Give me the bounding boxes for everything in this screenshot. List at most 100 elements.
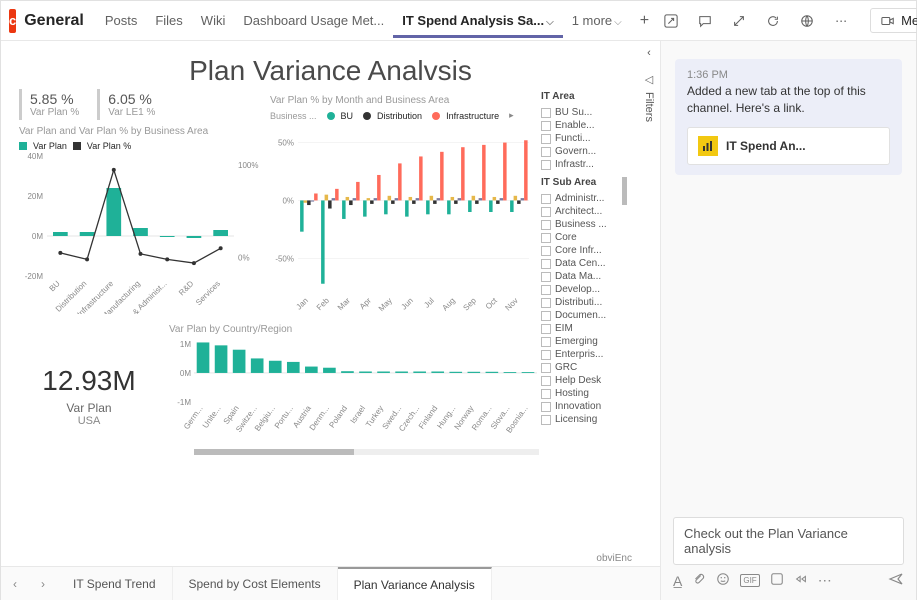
svg-text:-20M: -20M — [25, 272, 44, 281]
tab-next-icon[interactable]: › — [29, 567, 57, 600]
gif-icon[interactable]: GIF — [740, 574, 759, 587]
filter-item[interactable]: Govern... — [541, 145, 627, 158]
checkbox-icon[interactable] — [541, 389, 551, 399]
scrollbar-thumb[interactable] — [622, 177, 627, 205]
stream-icon[interactable] — [794, 572, 808, 589]
checkbox-icon[interactable] — [541, 363, 551, 373]
globe-icon[interactable] — [794, 8, 820, 34]
filter-item-label: Business ... — [555, 219, 607, 230]
chevron-down-icon[interactable]: ⌵ — [546, 17, 554, 28]
filter-item[interactable]: Infrastr... — [541, 158, 627, 171]
svg-text:40M: 40M — [27, 152, 43, 161]
checkbox-icon[interactable] — [541, 194, 551, 204]
app-icon[interactable] — [658, 8, 684, 34]
emoji-icon[interactable] — [716, 572, 730, 589]
checkbox-icon[interactable] — [541, 246, 551, 256]
checkbox-icon[interactable] — [541, 350, 551, 360]
tab-files[interactable]: Files — [146, 3, 191, 38]
legend-more-icon[interactable]: ▸ — [509, 110, 514, 121]
checkbox-icon[interactable] — [541, 134, 551, 144]
legend-label: Var Plan — [33, 141, 67, 151]
meet-button[interactable]: Meet — [870, 8, 917, 33]
svg-text:Jan: Jan — [294, 296, 309, 311]
checkbox-icon[interactable] — [541, 121, 551, 131]
scrollbar-thumb[interactable] — [194, 449, 354, 455]
report-tab[interactable]: IT Spend Trend — [57, 567, 173, 600]
checkbox-icon[interactable] — [541, 160, 551, 170]
checkbox-icon[interactable] — [541, 415, 551, 425]
legend-label: Infrastructure — [446, 111, 499, 121]
svg-text:Unite...: Unite... — [201, 404, 223, 430]
checkbox-icon[interactable] — [541, 259, 551, 269]
filter-item[interactable]: BU Su... — [541, 106, 627, 119]
kpi-value: 5.85 % — [30, 91, 79, 107]
send-icon[interactable] — [888, 571, 904, 590]
report-tab[interactable]: Spend by Cost Elements — [173, 567, 338, 600]
filter-item[interactable]: Distributi... — [541, 296, 627, 309]
filter-item[interactable]: Architect... — [541, 205, 627, 218]
svg-text:Jul: Jul — [422, 296, 436, 310]
filter-item[interactable]: Core — [541, 231, 627, 244]
expand-icon[interactable] — [726, 8, 752, 34]
checkbox-icon[interactable] — [541, 285, 551, 295]
svg-text:BU: BU — [48, 279, 62, 293]
filter-item[interactable]: Data Cen... — [541, 257, 627, 270]
compose-input[interactable]: Check out the Plan Variance analysis — [673, 517, 904, 565]
chat-icon[interactable] — [692, 8, 718, 34]
filter-item[interactable]: Develop... — [541, 283, 627, 296]
more-icon[interactable]: ⋯ — [818, 572, 832, 589]
filters-label[interactable]: Filters — [643, 92, 655, 122]
checkbox-icon[interactable] — [541, 207, 551, 217]
filter-icon[interactable]: ◁ — [638, 73, 660, 86]
checkbox-icon[interactable] — [541, 272, 551, 282]
filter-item[interactable]: Functi... — [541, 132, 627, 145]
report-tab[interactable]: Plan Variance Analysis — [338, 567, 492, 600]
checkbox-icon[interactable] — [541, 108, 551, 118]
refresh-icon[interactable] — [760, 8, 786, 34]
checkbox-icon[interactable] — [541, 311, 551, 321]
tab-posts[interactable]: Posts — [96, 3, 147, 38]
tab-wiki[interactable]: Wiki — [192, 3, 235, 38]
filter-item-label: Functi... — [555, 133, 591, 144]
filter-item-label: Enable... — [555, 120, 594, 131]
filter-item[interactable]: Core Infr... — [541, 244, 627, 257]
filter-item[interactable]: Data Ma... — [541, 270, 627, 283]
checkbox-icon[interactable] — [541, 233, 551, 243]
country-scrollbar[interactable] — [194, 449, 539, 455]
filter-item-label: Data Cen... — [555, 258, 606, 269]
tab-link-card[interactable]: IT Spend An... — [687, 127, 890, 165]
tab-prev-icon[interactable]: ‹ — [1, 567, 29, 600]
tab-dashboard-usage-met-[interactable]: Dashboard Usage Met... — [234, 3, 393, 38]
svg-text:Poland: Poland — [327, 404, 349, 430]
legend-swatch — [19, 142, 27, 150]
combo-chart[interactable]: 40M20M0M-20M100%0%BUDistributionInfrastr… — [19, 151, 262, 314]
sticker-icon[interactable] — [770, 572, 784, 589]
chevron-down-icon: ⌵ — [614, 17, 622, 28]
attach-icon[interactable] — [692, 572, 706, 589]
checkbox-icon[interactable] — [541, 324, 551, 334]
checkbox-icon[interactable] — [541, 220, 551, 230]
filters-collapse-icon[interactable]: ‹ — [638, 47, 660, 59]
format-icon[interactable]: A̲ — [673, 573, 682, 589]
checkbox-icon[interactable] — [541, 376, 551, 386]
it-area-filter[interactable]: IT Area BU Su...Enable...Functi...Govern… — [541, 91, 627, 171]
checkbox-icon[interactable] — [541, 298, 551, 308]
filter-item[interactable]: Business ... — [541, 218, 627, 231]
monthly-chart[interactable]: 50%0%-50%JanFebMarAprMayJunJulAugSepOctN… — [270, 121, 533, 321]
report-page-tabs: ‹ › IT Spend TrendSpend by Cost Elements… — [1, 566, 660, 600]
channel-tabs: PostsFilesWikiDashboard Usage Met...IT S… — [96, 2, 658, 40]
channel-avatar: c — [9, 9, 16, 33]
country-chart[interactable]: 1M0M-1MGerm...Unite...SpainSwitze...Belg… — [169, 339, 539, 444]
filter-item[interactable]: Enable... — [541, 119, 627, 132]
tab-more[interactable]: 1 more⌵ — [563, 3, 631, 38]
more-icon[interactable]: ⋯ — [828, 8, 854, 34]
filter-item[interactable]: Administr... — [541, 192, 627, 205]
tab-it-spend-analysis-sa-[interactable]: IT Spend Analysis Sa...⌵ — [393, 3, 562, 38]
legend-swatch — [432, 112, 440, 120]
checkbox-icon[interactable] — [541, 337, 551, 347]
svg-text:Jun: Jun — [399, 296, 414, 311]
add-tab-button[interactable]: + — [631, 2, 658, 40]
checkbox-icon[interactable] — [541, 402, 551, 412]
checkbox-icon[interactable] — [541, 147, 551, 157]
filter-item-label: Core — [555, 232, 577, 243]
